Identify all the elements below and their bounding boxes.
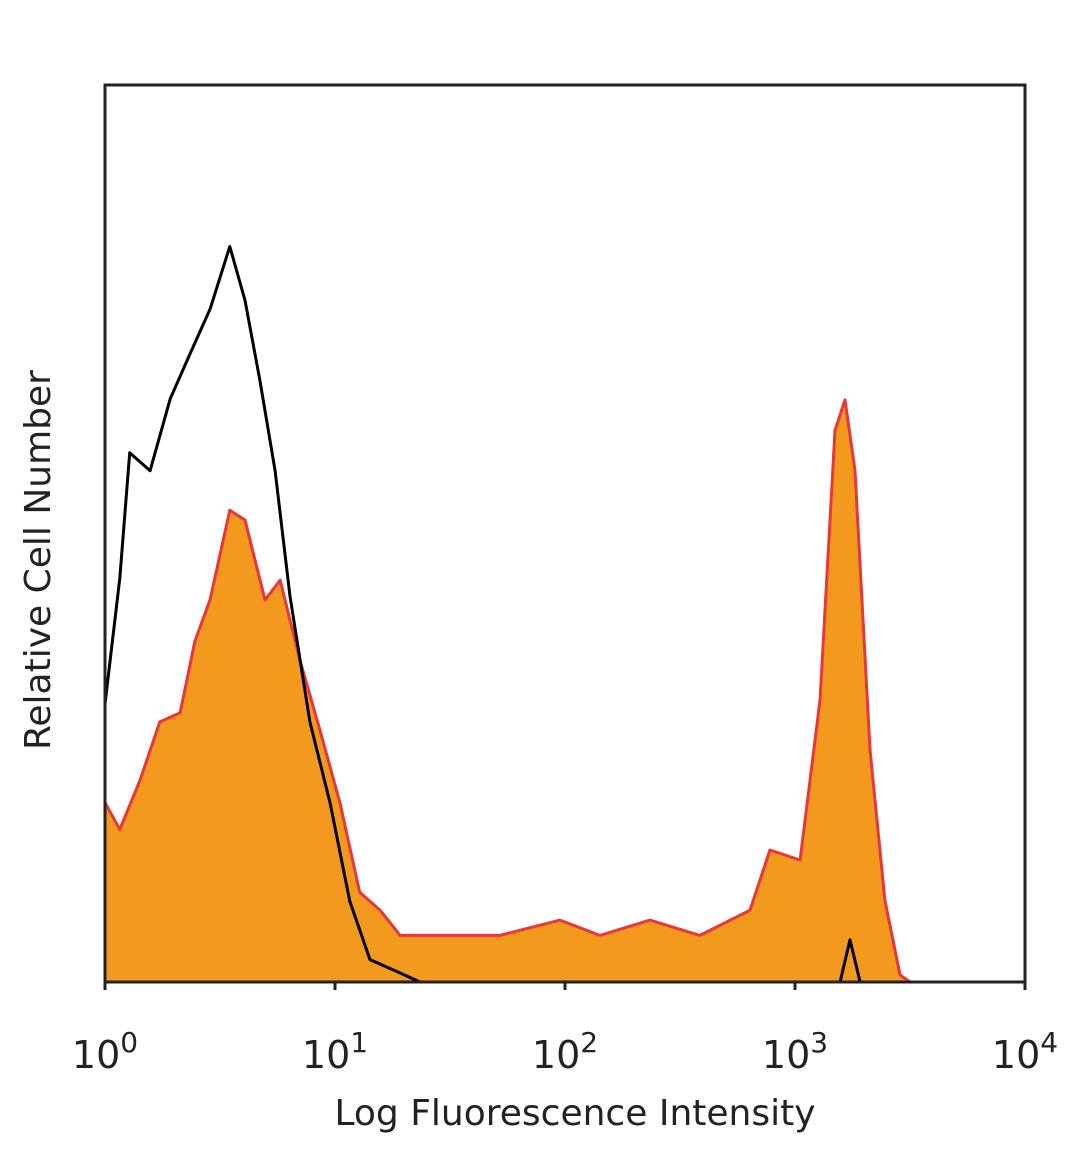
x-axis-label: Log Fluorescence Intensity xyxy=(334,1093,815,1134)
x-tick-exponent: 0 xyxy=(120,1026,138,1059)
histogram-area xyxy=(105,399,910,982)
x-tick-exponent: 4 xyxy=(1040,1026,1058,1059)
x-tick-exponent: 2 xyxy=(580,1026,598,1059)
x-tick-base: 10 xyxy=(992,1033,1040,1077)
x-tick-label: 104 xyxy=(992,1026,1058,1077)
x-tick-base: 10 xyxy=(762,1033,810,1077)
x-tick-base: 10 xyxy=(302,1033,350,1077)
x-tick-base: 10 xyxy=(72,1033,120,1077)
x-tick-label: 100 xyxy=(72,1026,138,1077)
x-tick-label: 101 xyxy=(302,1026,368,1077)
x-tick-exponent: 3 xyxy=(810,1026,828,1059)
x-tick-label: 103 xyxy=(762,1026,828,1077)
histogram-line xyxy=(103,398,911,984)
x-tick-exponent: 1 xyxy=(350,1026,368,1059)
y-axis-label: Relative Cell Number xyxy=(18,370,59,750)
x-tick-base: 10 xyxy=(532,1033,580,1077)
x-tick-label: 102 xyxy=(532,1026,598,1077)
